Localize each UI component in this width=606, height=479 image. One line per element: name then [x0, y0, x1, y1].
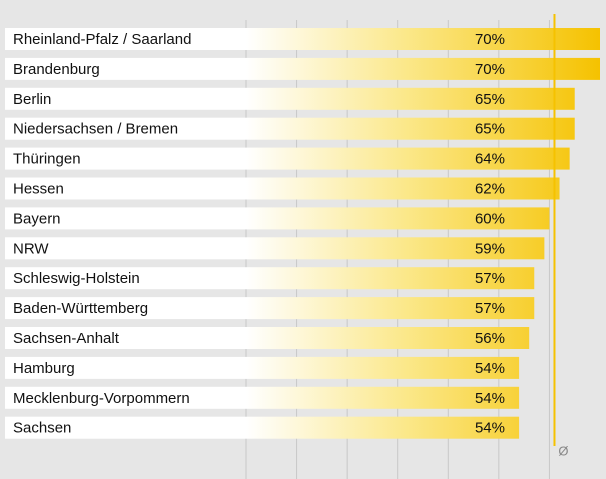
bar — [246, 207, 550, 230]
bar — [246, 28, 600, 50]
bar — [246, 177, 560, 200]
value-label: 57% — [475, 270, 505, 287]
category-label: Hamburg — [13, 360, 75, 377]
bar — [246, 327, 530, 349]
category-label: Rheinland-Pfalz / Saarland — [13, 31, 191, 48]
bar — [246, 117, 575, 140]
bar — [246, 356, 520, 379]
category-label: NRW — [13, 240, 49, 257]
bar — [246, 386, 520, 409]
category-label: Sachsen — [13, 420, 71, 437]
bar — [246, 147, 570, 170]
average-label: Ø — [558, 443, 568, 458]
category-label: Brandenburg — [13, 61, 100, 78]
value-label: 64% — [475, 151, 505, 168]
category-label: Bayern — [13, 210, 61, 227]
label-box — [5, 87, 246, 110]
value-label: 54% — [475, 390, 505, 407]
label-box — [5, 386, 246, 409]
category-label: Baden-Württemberg — [13, 300, 148, 317]
label-box — [5, 57, 246, 80]
value-label: 65% — [475, 121, 505, 138]
label-box — [5, 28, 246, 50]
category-label: Schleswig-Holstein — [13, 270, 140, 287]
bar — [246, 297, 535, 320]
category-label: Berlin — [13, 91, 51, 108]
value-label: 56% — [475, 330, 505, 347]
category-label: Mecklenburg-Vorpommern — [13, 390, 190, 407]
bar — [246, 237, 545, 260]
label-box — [5, 237, 246, 260]
category-label: Hessen — [13, 180, 64, 197]
label-box — [5, 207, 246, 230]
value-label: 62% — [475, 180, 505, 197]
label-box — [5, 117, 246, 140]
label-box — [5, 267, 246, 290]
value-label: 59% — [475, 240, 505, 257]
value-label: 54% — [475, 360, 505, 377]
bar — [246, 57, 600, 80]
label-box — [5, 416, 246, 439]
label-box — [5, 356, 246, 379]
value-label: 70% — [475, 31, 505, 48]
label-box — [5, 327, 246, 349]
value-label: 60% — [475, 210, 505, 227]
bar — [246, 267, 535, 290]
value-label: 70% — [475, 61, 505, 78]
category-label: Sachsen-Anhalt — [13, 330, 120, 347]
value-label: 54% — [475, 420, 505, 437]
value-label: 65% — [475, 91, 505, 108]
label-box — [5, 147, 246, 170]
category-label: Niedersachsen / Bremen — [13, 121, 178, 138]
bar — [246, 87, 575, 110]
bar — [246, 416, 520, 439]
value-label: 57% — [475, 300, 505, 317]
category-label: Thüringen — [13, 151, 81, 168]
label-box — [5, 177, 246, 200]
label-box — [5, 297, 246, 320]
